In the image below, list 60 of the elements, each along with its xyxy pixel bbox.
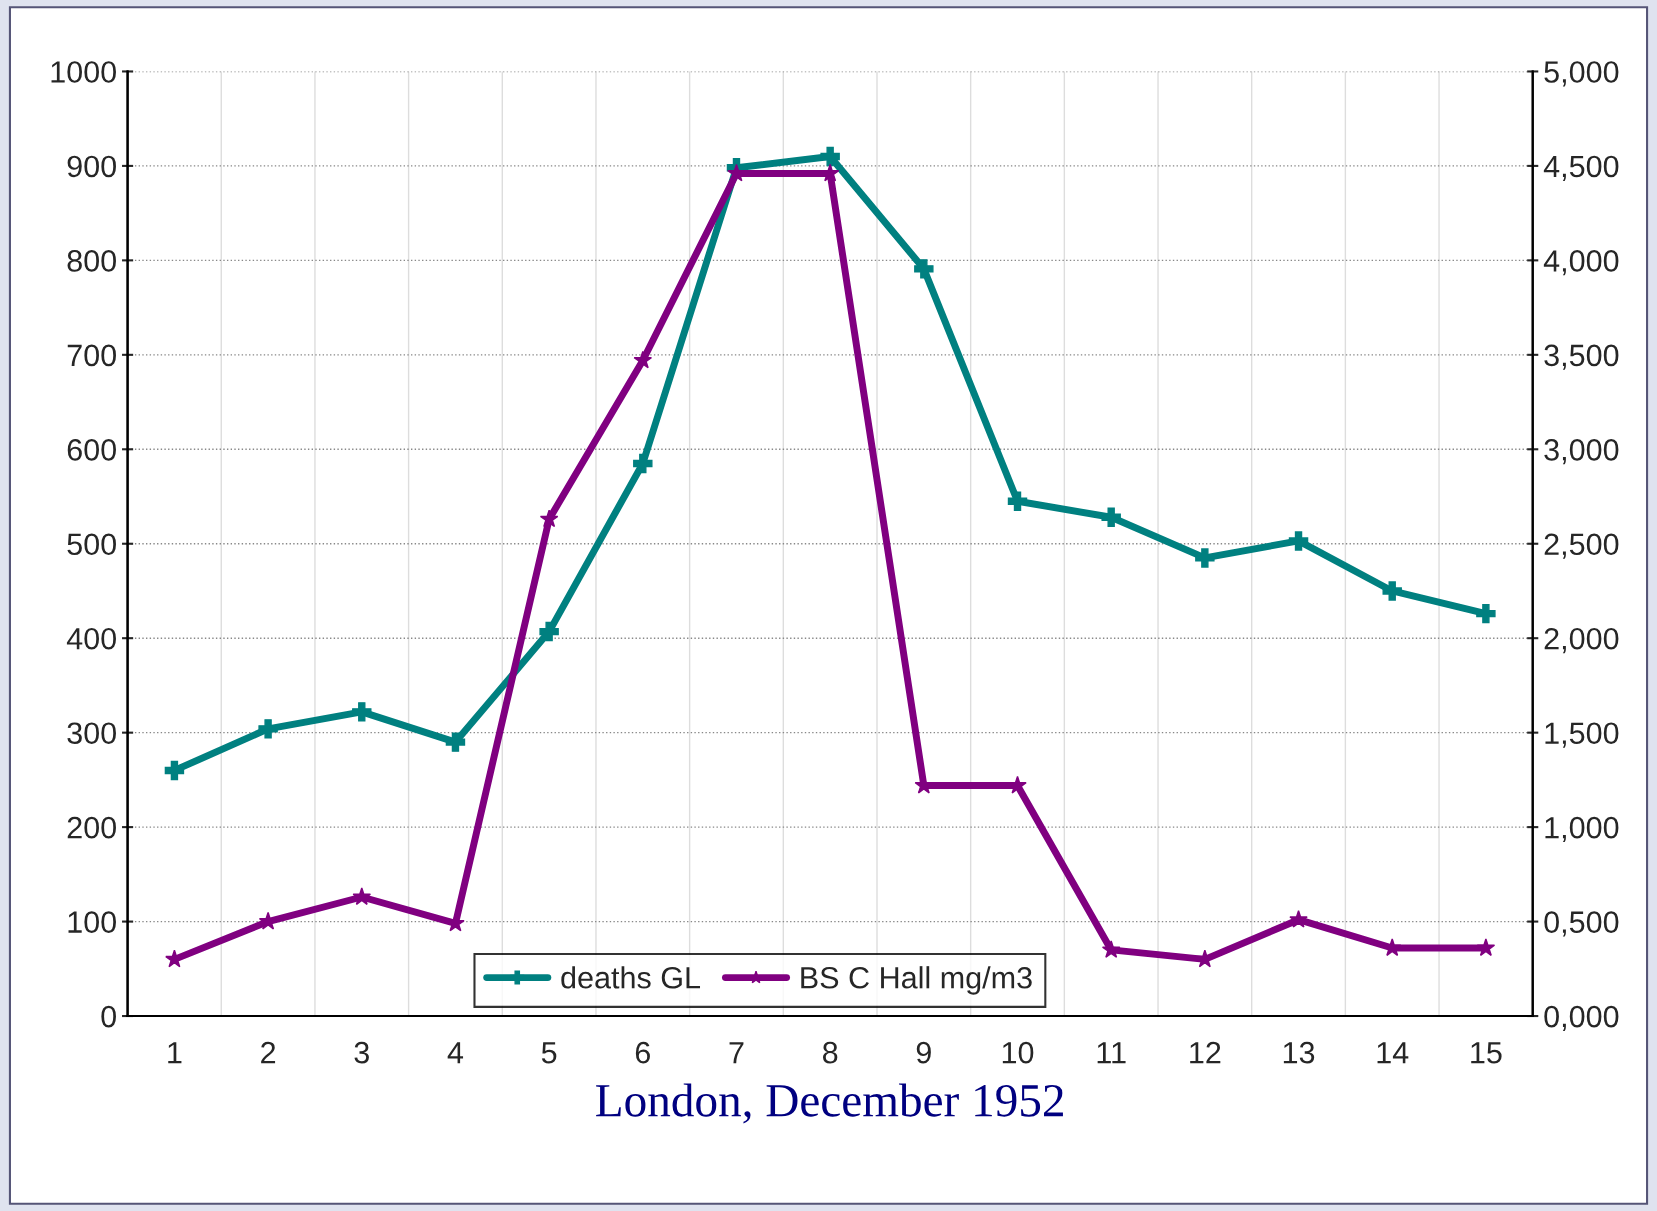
point — [352, 702, 372, 722]
x-tick-label: 2 — [261, 1041, 276, 1064]
x-tick-label: 5 — [541, 1042, 557, 1064]
x-tick-label: 13 — [1283, 1041, 1315, 1064]
point — [633, 350, 653, 369]
y-tick-label: 600 — [67, 439, 116, 461]
point — [352, 887, 372, 906]
legend-label: BS C Hall mg/m3 — [801, 966, 1032, 995]
point — [1007, 491, 1028, 511]
y-tick-label: 200 — [67, 816, 116, 839]
point — [1289, 909, 1308, 928]
point — [445, 732, 466, 752]
point — [1288, 531, 1309, 551]
point — [914, 259, 934, 279]
x-tick-label: 10 — [1002, 1041, 1034, 1064]
y-tick-label: 500 — [67, 533, 116, 556]
y2-tick-label: 0,500 — [1544, 911, 1619, 937]
x-tick-label: 7 — [729, 1042, 744, 1064]
x-tick-label: 6 — [635, 1041, 650, 1064]
x-tick-label: 14 — [1377, 1042, 1409, 1064]
x-tick-label: 9 — [916, 1041, 931, 1064]
point — [820, 146, 840, 167]
point — [1195, 548, 1215, 568]
y-tick-label: 900 — [67, 155, 116, 178]
x-tick-label: 15 — [1471, 1042, 1502, 1064]
y2-tick-label: 4,000 — [1543, 250, 1619, 276]
point — [633, 453, 653, 474]
point — [539, 621, 559, 642]
y2-tick-label: 1,000 — [1545, 816, 1619, 843]
y2-tick-label: 5,000 — [1544, 61, 1619, 87]
x-tick-label: 11 — [1097, 1042, 1126, 1064]
y-tick-label: 0 — [101, 1005, 116, 1028]
legend-label: deaths GL — [561, 966, 701, 989]
x-tick-label: 12 — [1190, 1041, 1221, 1064]
point — [1101, 940, 1121, 958]
y-tick-label: 100 — [68, 911, 116, 933]
x-tick-label: 1 — [168, 1042, 182, 1064]
x-tick-label: 4 — [447, 1042, 464, 1064]
x-axis-title: London, December 1952 — [596, 1083, 1063, 1124]
point — [1382, 581, 1402, 601]
point — [164, 760, 185, 781]
y-tick-label: 800 — [67, 250, 116, 272]
y2-tick-label: 2,000 — [1544, 627, 1619, 654]
point — [1476, 938, 1496, 957]
y-tick-label: 400 — [66, 627, 116, 650]
y2-tick-label: 2,500 — [1544, 533, 1619, 559]
point — [539, 509, 559, 528]
y-tick-label: 1000 — [51, 61, 116, 83]
y2-tick-label: 3,000 — [1544, 439, 1619, 465]
y2-tick-label: 1,500 — [1545, 722, 1619, 748]
y2-tick-label: 0,000 — [1544, 1005, 1619, 1032]
point — [1101, 507, 1121, 528]
x-tick-label: 3 — [354, 1041, 369, 1064]
y2-tick-label: 4,500 — [1543, 155, 1619, 181]
point — [258, 719, 278, 739]
y-tick-label: 300 — [67, 722, 116, 745]
y-tick-label: 700 — [67, 344, 116, 367]
x-tick-label: 8 — [822, 1041, 838, 1064]
point — [1476, 603, 1496, 624]
y2-tick-label: 3,500 — [1544, 344, 1619, 370]
